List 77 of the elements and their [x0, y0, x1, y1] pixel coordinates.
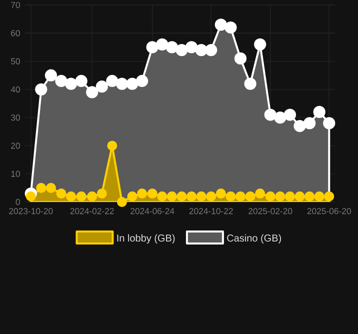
y-tick-label: 40 — [10, 86, 20, 92]
legend-label: In lobby (GB) — [117, 234, 175, 244]
point — [116, 78, 128, 90]
x-tick-label: 2024-02-22 — [70, 208, 114, 214]
point — [166, 41, 178, 54]
point — [35, 83, 48, 96]
point — [157, 191, 168, 202]
point — [126, 78, 138, 90]
point — [46, 182, 56, 193]
point — [324, 191, 334, 202]
point — [284, 108, 296, 121]
y-tick-label: 50 — [11, 58, 20, 64]
point — [195, 44, 208, 56]
point — [255, 188, 266, 199]
point — [284, 191, 295, 202]
y-tick-label: 70 — [11, 2, 20, 8]
point — [26, 191, 36, 202]
y-tick-label: 10 — [11, 170, 20, 177]
point — [303, 117, 316, 130]
point — [96, 80, 108, 93]
point — [274, 112, 286, 124]
point — [107, 140, 118, 151]
x-tick-label: 2023-10-20 — [9, 208, 53, 214]
point — [136, 74, 148, 88]
point — [244, 78, 256, 90]
point — [147, 188, 158, 199]
point — [166, 191, 177, 202]
x-tick-label: 2024-10-22 — [189, 208, 233, 214]
point — [176, 191, 187, 202]
point — [96, 188, 107, 199]
point — [275, 191, 286, 202]
point — [216, 188, 226, 199]
point — [64, 78, 78, 90]
point — [226, 191, 236, 202]
point — [44, 69, 58, 82]
point — [206, 191, 216, 202]
point — [294, 120, 306, 132]
point — [56, 188, 66, 199]
point — [75, 74, 88, 88]
point — [196, 191, 206, 202]
x-tick-label: 2024-06-24 — [130, 208, 174, 214]
point — [87, 191, 98, 202]
point — [156, 38, 168, 50]
point — [186, 191, 197, 202]
point — [314, 191, 324, 202]
point — [264, 108, 276, 121]
point — [185, 41, 198, 54]
point — [146, 41, 158, 54]
y-tick-label: 20 — [11, 142, 20, 149]
point — [254, 38, 266, 50]
point — [55, 74, 68, 88]
point — [106, 74, 118, 88]
point — [127, 191, 138, 202]
point — [323, 117, 336, 130]
point — [205, 44, 218, 56]
legend-label: Casino (GB) — [227, 234, 282, 244]
point — [224, 21, 237, 34]
y-tick-label: 30 — [10, 114, 20, 121]
x-tick-label: 2025-06-20 — [307, 208, 351, 214]
point — [294, 191, 305, 202]
point — [36, 182, 46, 193]
point — [235, 191, 246, 202]
point — [245, 191, 256, 202]
point — [116, 196, 127, 207]
point — [214, 18, 227, 31]
y-tick-label: 60 — [11, 30, 20, 36]
x-tick-label: 2025-02-20 — [248, 208, 292, 214]
point — [137, 188, 148, 199]
point — [176, 44, 188, 56]
point — [66, 191, 76, 202]
point — [313, 106, 326, 118]
point — [76, 191, 86, 202]
point — [304, 191, 315, 202]
point — [86, 86, 98, 98]
y-tick-label: 0 — [16, 198, 20, 206]
point — [234, 52, 247, 65]
point — [265, 191, 276, 202]
